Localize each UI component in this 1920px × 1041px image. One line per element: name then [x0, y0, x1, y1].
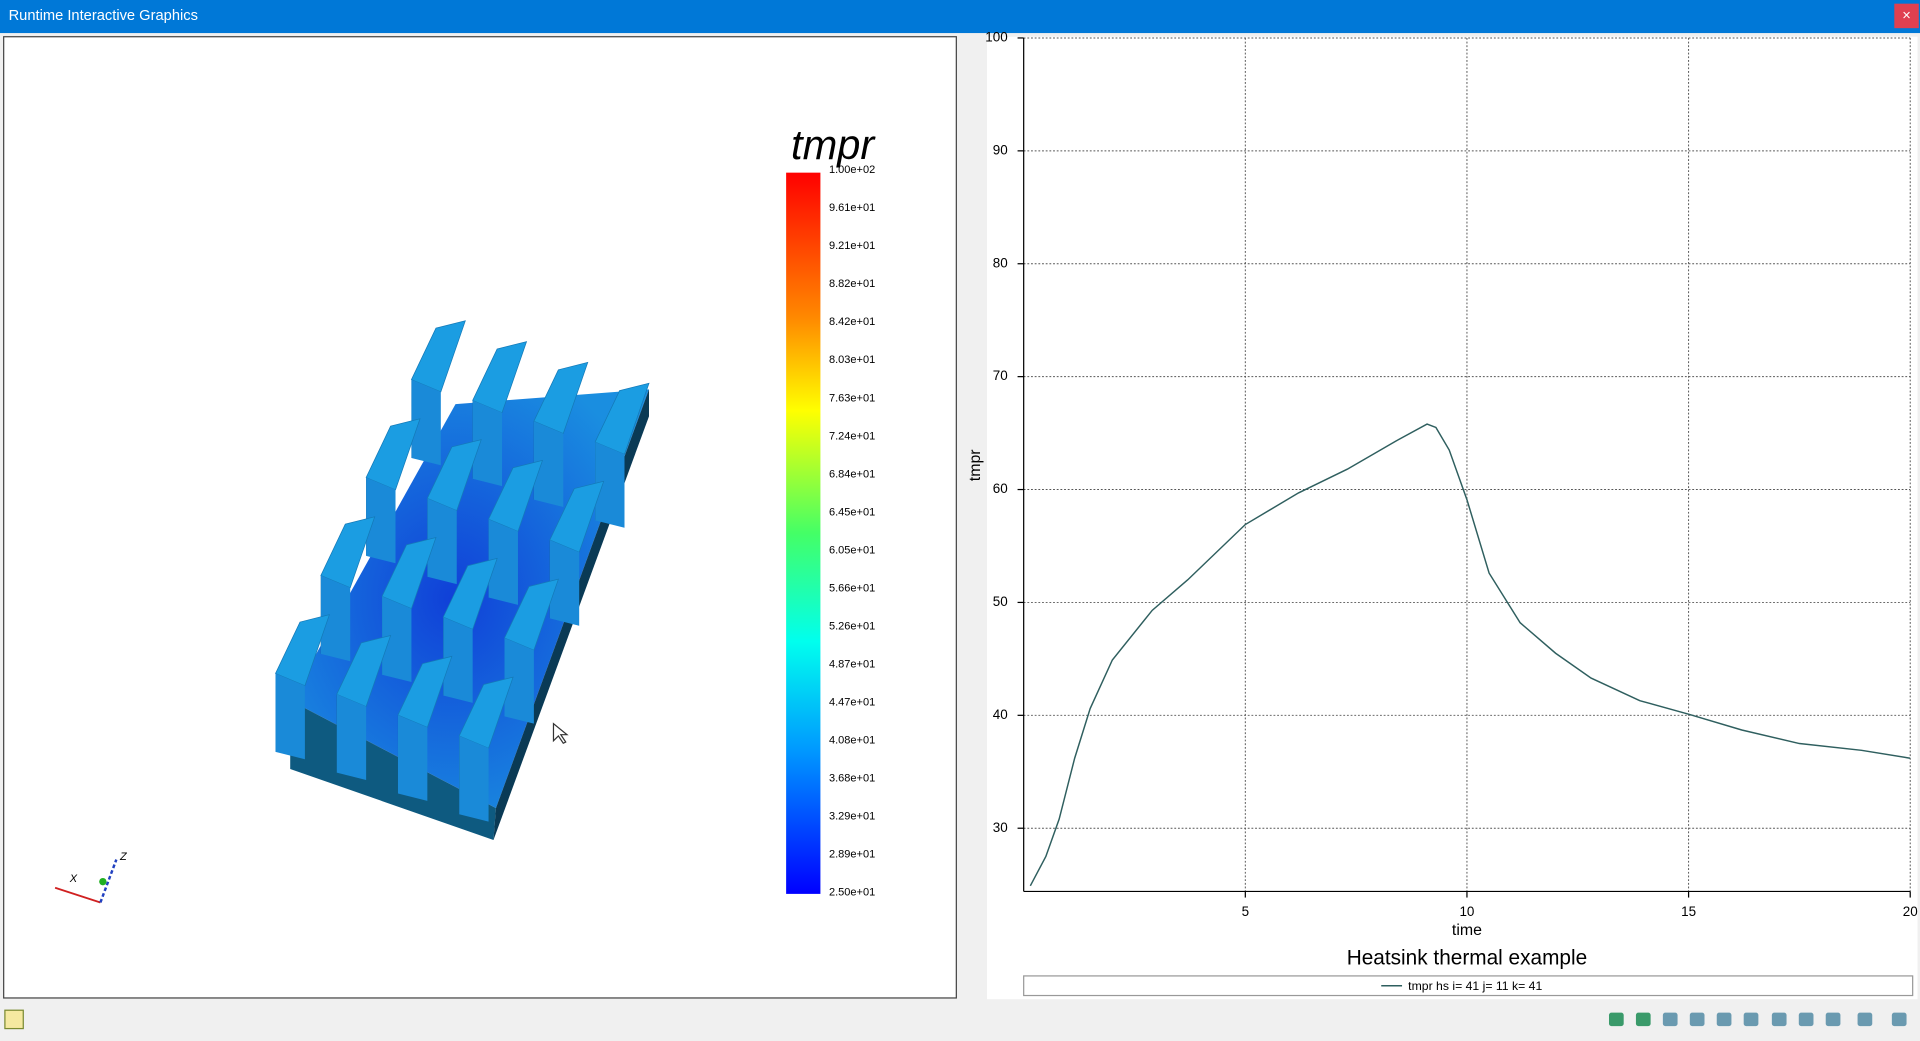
colorbar-label: 6.45e+01 — [829, 506, 875, 518]
title-bar — [0, 0, 1920, 34]
legend-label: tmpr hs i= 41 j= 11 k= 41 — [1408, 979, 1542, 993]
colorbar-label: 7.24e+01 — [829, 430, 875, 442]
x-axis-label: time — [1452, 922, 1482, 939]
heatsink-model — [275, 320, 650, 841]
fin-front — [443, 617, 473, 703]
view-toggle[interactable] — [4, 1009, 24, 1030]
fin-front — [533, 421, 564, 507]
triad-z — [99, 859, 118, 903]
colorbar-label: 2.50e+01 — [829, 887, 875, 899]
triad-x — [54, 886, 101, 904]
colorbar-label: 1.00e+02 — [829, 164, 875, 176]
x-tick-label: 5 — [1242, 904, 1249, 919]
y-tick-label: 40 — [993, 707, 1008, 722]
x-tick-label: 10 — [1459, 904, 1474, 919]
triad-label: Z — [119, 851, 128, 863]
colorbar-label: 7.63e+01 — [829, 392, 875, 404]
toolbar-button[interactable] — [1608, 1012, 1624, 1027]
colorbar-label: 3.68e+01 — [829, 772, 875, 784]
toolbar-button[interactable] — [1771, 1012, 1787, 1027]
fin-front — [366, 477, 396, 564]
toolbar-button[interactable] — [1662, 1012, 1678, 1027]
fin-front — [595, 442, 625, 528]
colorbar — [786, 172, 821, 894]
data-line — [1029, 423, 1911, 887]
chart-title: Heatsink thermal example — [1347, 946, 1587, 969]
y-tick-label: 70 — [993, 368, 1008, 383]
fin-front — [472, 400, 503, 487]
triad-y — [99, 877, 107, 886]
fin-face — [488, 459, 544, 532]
y-tick-label: 90 — [993, 142, 1008, 157]
colorbar-title: tmpr — [791, 121, 876, 168]
y-axis-label: tmpr — [967, 449, 984, 482]
fin-front — [382, 596, 412, 683]
fin-front — [427, 498, 457, 585]
colorbar-label: 9.61e+01 — [829, 202, 875, 214]
toolbar-button[interactable] — [1798, 1012, 1814, 1027]
toolbar-button[interactable] — [1891, 1012, 1907, 1027]
y-tick-label: 60 — [993, 481, 1008, 496]
colorbar-label: 8.82e+01 — [829, 278, 875, 290]
fin-front — [336, 694, 367, 781]
colorbar-label: 8.42e+01 — [829, 316, 875, 328]
colorbar-label: 9.21e+01 — [829, 240, 875, 252]
y-tick-label: 80 — [993, 255, 1008, 270]
y-tick-label: 30 — [993, 820, 1008, 835]
colorbar-label: 8.03e+01 — [829, 354, 875, 366]
window-title: Runtime Interactive Graphics — [9, 8, 198, 24]
toolbar — [1608, 1012, 1907, 1027]
toolbar-button[interactable] — [1825, 1012, 1841, 1027]
toolbar-button[interactable] — [1857, 1012, 1873, 1027]
fin-front — [549, 540, 580, 626]
mouse-cursor — [552, 722, 569, 745]
toolbar-button[interactable] — [1716, 1012, 1732, 1027]
fin-front — [488, 519, 518, 605]
fin-front — [320, 575, 351, 662]
close-button[interactable] — [1894, 3, 1919, 29]
close-icon[interactable]: × — [1902, 8, 1911, 24]
plot-panel — [986, 36, 1918, 1000]
colorbar-label: 4.87e+01 — [829, 658, 875, 670]
toolbar-button[interactable] — [1635, 1012, 1651, 1027]
colorbar-label: 5.26e+01 — [829, 620, 875, 632]
fin-front — [504, 637, 534, 724]
colorbar-label: 5.66e+01 — [829, 582, 875, 594]
fin-front — [275, 673, 305, 760]
y-tick-label: 50 — [993, 594, 1008, 609]
colorbar-label: 4.08e+01 — [829, 734, 875, 746]
fin-front — [397, 715, 428, 801]
fin-front — [411, 379, 441, 466]
legend — [1023, 975, 1914, 997]
y-tick-label: 100 — [985, 30, 1007, 45]
fin-front — [459, 735, 489, 822]
fin-face — [549, 480, 605, 553]
fin-face — [320, 516, 376, 589]
colorbar-label: 2.89e+01 — [829, 849, 875, 861]
x-tick-label: 20 — [1903, 904, 1918, 919]
colorbar-label: 6.05e+01 — [829, 544, 875, 556]
x-tick-label: 15 — [1681, 904, 1696, 919]
fin-face — [594, 382, 650, 455]
toolbar-button[interactable] — [1743, 1012, 1759, 1027]
colorbar-label: 3.29e+01 — [829, 811, 875, 823]
colorbar-label: 4.47e+01 — [829, 696, 875, 708]
toolbar-button[interactable] — [1689, 1012, 1705, 1027]
triad-label: X — [69, 873, 78, 885]
colorbar-label: 6.84e+01 — [829, 468, 875, 480]
